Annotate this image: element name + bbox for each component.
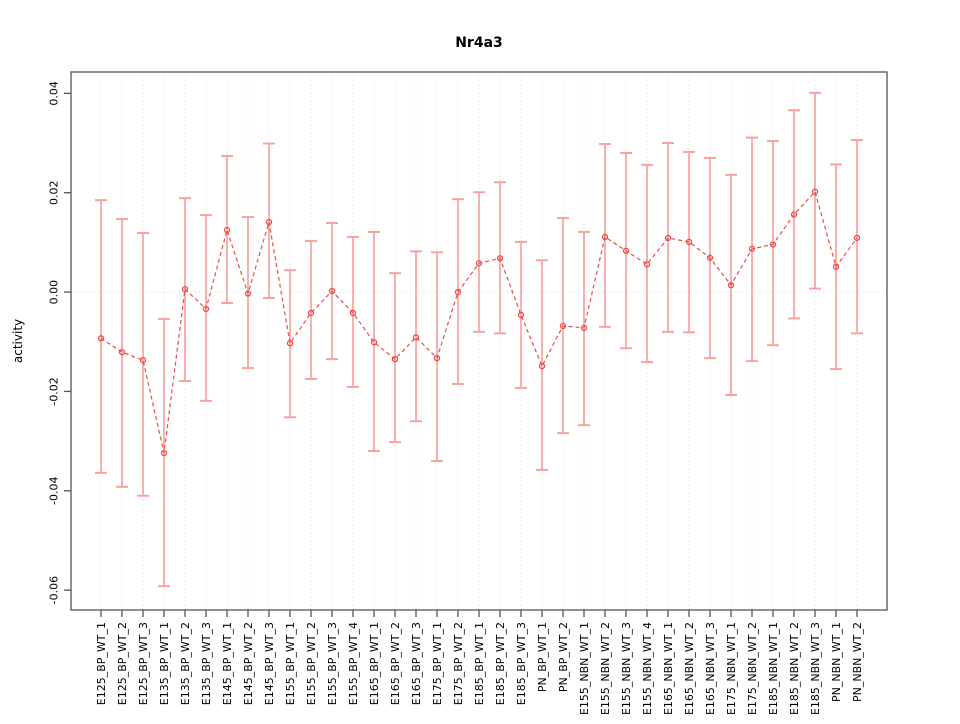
x-tick-label: E185_NBN_WT_1 <box>767 622 780 715</box>
x-tick-label: E175_BP_WT_1 <box>431 622 444 705</box>
x-tick-label: E125_BP_WT_1 <box>95 622 108 705</box>
x-tick-label: E135_BP_WT_2 <box>179 622 192 705</box>
data-point <box>559 322 567 329</box>
x-tick-label: PN_NBN_WT_1 <box>830 622 843 702</box>
x-tick-label: PN_NBN_WT_2 <box>851 622 864 702</box>
x-axis-ticks: E125_BP_WT_1 E125_BP_WT_2 E125_BP_WT_3 E135… <box>95 610 864 715</box>
y-tick-label: -0.06 <box>48 576 61 604</box>
data-point <box>664 234 672 242</box>
data-point <box>685 238 693 246</box>
x-tick-label: E185_NBN_WT_2 <box>788 622 801 715</box>
data-point <box>181 285 189 293</box>
data-point <box>118 349 126 356</box>
x-tick-label: E155_BP_WT_1 <box>284 622 297 705</box>
data-point <box>748 245 756 252</box>
data-point <box>412 334 420 341</box>
data-point <box>496 255 504 262</box>
x-tick-label: E185_BP_WT_1 <box>473 622 486 705</box>
data-line <box>100 190 858 454</box>
x-tick-label: PN_BP_WT_2 <box>557 622 570 692</box>
data-point <box>832 263 840 270</box>
data-point <box>538 362 546 370</box>
x-tick-label: E165_BP_WT_3 <box>410 622 423 705</box>
data-point <box>265 218 273 226</box>
data-point <box>769 241 777 248</box>
x-tick-label: E145_BP_WT_2 <box>242 622 255 705</box>
data-point <box>202 305 210 313</box>
data-point <box>454 288 462 296</box>
data-point <box>580 324 588 331</box>
x-tick-label: E135_BP_WT_3 <box>200 622 213 705</box>
x-tick-label: E145_BP_WT_3 <box>263 622 276 705</box>
data-point <box>622 247 630 254</box>
x-tick-label: E175_NBN_WT_1 <box>725 622 738 715</box>
data-point <box>790 211 798 218</box>
y-axis-ticks: 0.04 0.02 0.00 -0.02 -0.04 -0.06 <box>48 81 71 604</box>
data-point <box>706 254 714 261</box>
data-point <box>160 449 168 457</box>
x-tick-label: E165_NBN_WT_3 <box>704 622 717 715</box>
x-tick-label: E165_BP_WT_1 <box>368 622 381 705</box>
y-tick-label: 0.04 <box>48 81 61 106</box>
x-tick-label: E185_BP_WT_3 <box>515 622 528 705</box>
data-point <box>349 309 357 317</box>
x-tick-label: E155_NBN_WT_4 <box>641 622 654 715</box>
data-point <box>727 281 735 289</box>
data-point <box>517 311 525 319</box>
x-tick-label: E185_BP_WT_2 <box>494 622 507 705</box>
data-point <box>811 188 819 195</box>
data-point <box>370 339 378 346</box>
x-tick-label: E165_NBN_WT_2 <box>683 622 696 715</box>
x-tick-label: E185_NBN_WT_3 <box>809 622 822 715</box>
x-tick-label: E155_NBN_WT_3 <box>620 622 633 715</box>
x-tick-label: E165_BP_WT_2 <box>389 622 402 705</box>
x-tick-label: E135_BP_WT_1 <box>158 622 171 705</box>
data-point <box>601 233 609 241</box>
x-tick-label: E125_BP_WT_2 <box>116 622 129 705</box>
data-point <box>475 260 483 267</box>
series-line <box>100 190 858 454</box>
data-points <box>97 188 861 457</box>
data-point <box>244 290 252 297</box>
data-point <box>307 309 315 317</box>
y-tick-label: 0.02 <box>48 180 61 205</box>
chart-title: Nr4a3 <box>455 35 503 51</box>
x-tick-label: E165_NBN_WT_1 <box>662 622 675 715</box>
x-tick-label: E155_BP_WT_3 <box>326 622 339 705</box>
data-point <box>328 287 336 295</box>
data-point <box>139 356 147 364</box>
data-point <box>391 355 399 363</box>
gridlines <box>100 72 858 610</box>
data-point <box>643 261 651 268</box>
x-tick-label: PN_BP_WT_1 <box>536 622 549 692</box>
y-tick-label: -0.02 <box>48 377 61 405</box>
x-tick-label: E175_BP_WT_2 <box>452 622 465 705</box>
y-axis-label: activity <box>11 319 25 363</box>
error-bars <box>95 91 863 588</box>
data-point <box>223 226 231 234</box>
x-tick-label: E155_NBN_WT_2 <box>599 622 612 715</box>
y-tick-label: 0.00 <box>48 280 61 305</box>
x-tick-label: E155_BP_WT_2 <box>305 622 318 705</box>
data-point <box>433 354 441 362</box>
data-point <box>286 340 294 347</box>
x-tick-label: E125_BP_WT_3 <box>137 622 150 705</box>
x-tick-label: E175_NBN_WT_2 <box>746 622 759 715</box>
x-tick-label: E145_BP_WT_1 <box>221 622 234 705</box>
data-point <box>853 234 861 242</box>
x-tick-label: E155_BP_WT_4 <box>347 622 360 705</box>
data-point <box>97 335 105 342</box>
x-tick-label: E155_NBN_WT_1 <box>578 622 591 715</box>
y-tick-label: -0.04 <box>48 477 61 505</box>
